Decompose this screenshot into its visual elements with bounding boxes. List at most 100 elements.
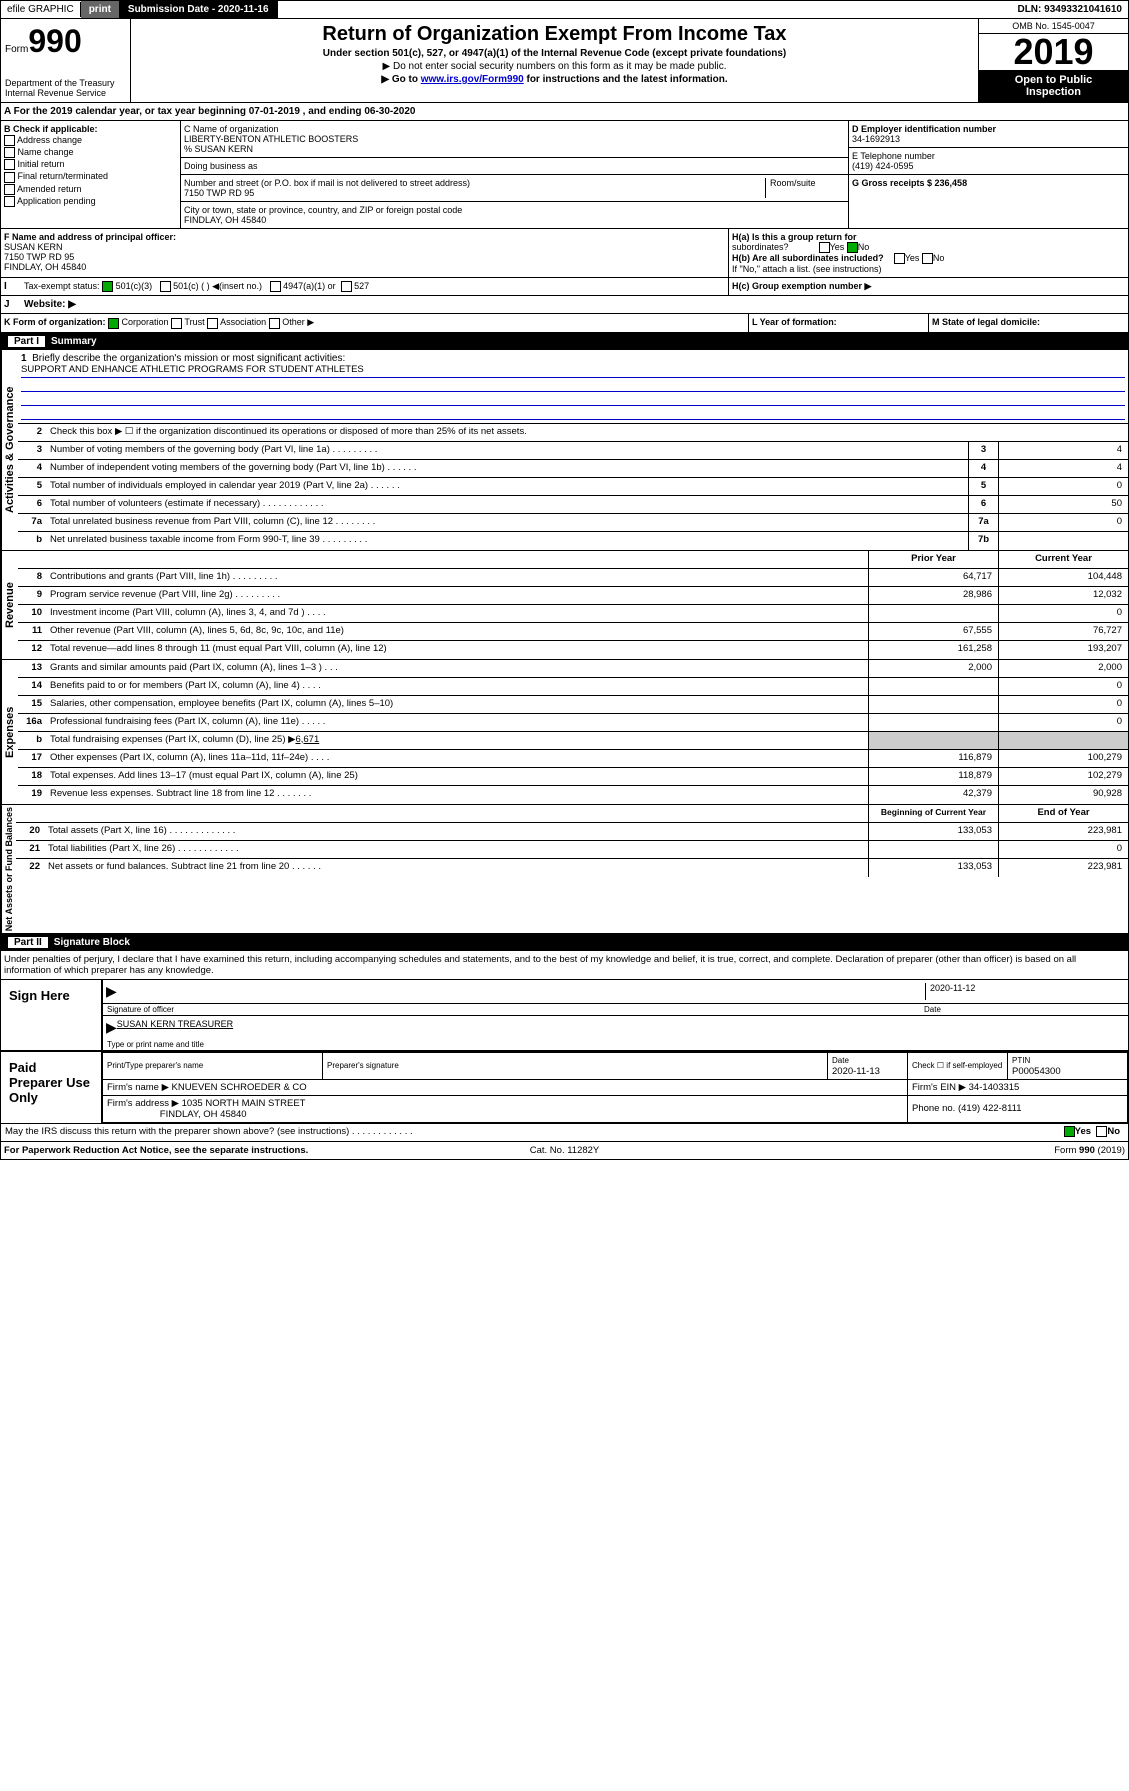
nb [18,551,46,568]
box-f: F Name and address of principal officer:… [1,229,728,277]
v22p: 133,053 [868,859,998,877]
fn-label: Firm's name ▶ [107,1082,169,1093]
l16a: Professional fundraising fees (Part IX, … [46,714,868,731]
addr-row: Number and street (or P.O. box if mail i… [181,175,848,202]
k-trust: Trust [184,317,204,327]
firm-name: KNUEVEN SCHROEDER & CO [172,1082,307,1093]
opt-initial-return[interactable]: Initial return [4,159,177,170]
v17c: 100,279 [998,750,1128,767]
l16b: Total fundraising expenses (Part IX, col… [46,732,868,749]
n4: 4 [18,460,46,477]
prior-hdr: Prior Year [868,551,998,568]
city-val: FINDLAY, OH 45840 [184,215,266,225]
v14p [868,678,998,695]
firm-phone: (419) 422-8111 [958,1103,1022,1114]
inspection-label: Inspection [1026,86,1081,98]
v9c: 12,032 [998,587,1128,604]
opt-amended[interactable]: Amended return [4,184,177,195]
part-i-title: Summary [51,336,97,347]
4947: 4947(a)(1) or [283,281,336,291]
l18: Total expenses. Add lines 13–17 (must eq… [46,768,868,785]
box-e: E Telephone number (419) 424-0595 [849,148,1128,175]
part-ii-title: Signature Block [54,937,130,948]
b7b: 7b [968,532,998,550]
v12p: 161,258 [868,641,998,659]
l13: Grants and similar amounts paid (Part IX… [46,660,868,677]
k-corp: Corporation [122,317,169,327]
pra-notice: For Paperwork Reduction Act Notice, see … [4,1145,378,1156]
mission-blank2 [21,392,1125,406]
v12c: 193,207 [998,641,1128,659]
ptin-label: PTIN [1012,1056,1030,1065]
v8p: 64,717 [868,569,998,586]
street-addr: 7150 TWP RD 95 [184,188,254,198]
date-label: Date [924,1005,1124,1014]
blank [46,551,868,568]
part-i-header: Part I Summary [0,333,1129,350]
officer-label: F Name and address of principal officer: [4,232,725,242]
dba-row: Doing business as [181,158,848,175]
preparer-table: Print/Type preparer's name Preparer's si… [102,1052,1128,1123]
prep-sig-label: Preparer's signature [327,1061,399,1070]
ein-value: 34-1692913 [852,134,1125,144]
l7a: Total unrelated business revenue from Pa… [46,514,968,531]
website: Website: ▶ [21,296,1128,313]
n19: 19 [18,786,46,804]
n10: 10 [18,605,46,622]
opt-final-return[interactable]: Final return/terminated [4,171,177,182]
n9: 9 [18,587,46,604]
end-hdr: End of Year [998,805,1128,822]
submission-date: Submission Date - 2020-11-16 [120,1,278,18]
n6: 6 [18,496,46,513]
n15: 15 [18,696,46,713]
v21p [868,841,998,858]
l21: Total liabilities (Part X, line 26) . . … [44,841,868,858]
v10p [868,605,998,622]
n20: 20 [16,823,44,840]
l6: Total number of volunteers (estimate if … [46,496,968,513]
b4: 4 [968,460,998,477]
cat-no: Cat. No. 11282Y [378,1145,752,1156]
city-row: City or town, state or province, country… [181,202,848,228]
i-label: I [1,278,21,295]
v11c: 76,727 [998,623,1128,640]
opt-address-change[interactable]: Address change [4,135,177,146]
efile-label: efile GRAPHIC [1,2,81,17]
irs-link[interactable]: www.irs.gov/Form990 [421,74,524,85]
form-foot: Form 990 (2019) [751,1145,1125,1156]
perjury-text: Under penalties of perjury, I declare th… [0,951,1129,980]
j-label: J [1,296,21,313]
box-k: K Form of organization: Corporation Trus… [1,314,748,331]
v10c: 0 [998,605,1128,622]
form-number: 990 [28,23,81,59]
box-d: D Employer identification number 34-1692… [849,121,1128,148]
fp-label: Phone no. [912,1103,955,1114]
open-label: Open to Public [1015,74,1093,86]
print-button[interactable]: print [81,1,120,18]
phone-value: (419) 424-0595 [852,161,1125,171]
expenses-block: Expenses 13Grants and similar amounts pa… [0,660,1129,805]
header-sub2: ▶ Do not enter social security numbers o… [135,61,974,72]
n22: 22 [16,859,44,877]
paid-preparer-label: Paid Preparer Use Only [1,1052,101,1123]
v20c: 223,981 [998,823,1128,840]
n7b: b [18,532,46,550]
klm-row: K Form of organization: Corporation Trus… [0,314,1129,332]
opt-name-change[interactable]: Name change [4,147,177,158]
l4: Number of independent voting members of … [46,460,968,477]
v16bp [868,732,998,749]
l19: Revenue less expenses. Subtract line 18 … [46,786,868,804]
v20p: 133,053 [868,823,998,840]
arrow-icon: ▶ [106,983,117,1000]
nbn [16,805,44,822]
l5: Total number of individuals employed in … [46,478,968,495]
opt-app-pending[interactable]: Application pending [4,196,177,207]
i-row: I Tax-exempt status: 501(c)(3) 501(c) ( … [0,278,1129,296]
v16ac: 0 [998,714,1128,731]
box-h: H(a) Is this a group return for subordin… [728,229,1128,277]
tax-year: 2019 [979,34,1128,70]
spacer [278,8,1012,12]
j-row: J Website: ▶ [0,296,1129,314]
discuss-text: May the IRS discuss this return with the… [1,1124,1056,1141]
n18: 18 [18,768,46,785]
